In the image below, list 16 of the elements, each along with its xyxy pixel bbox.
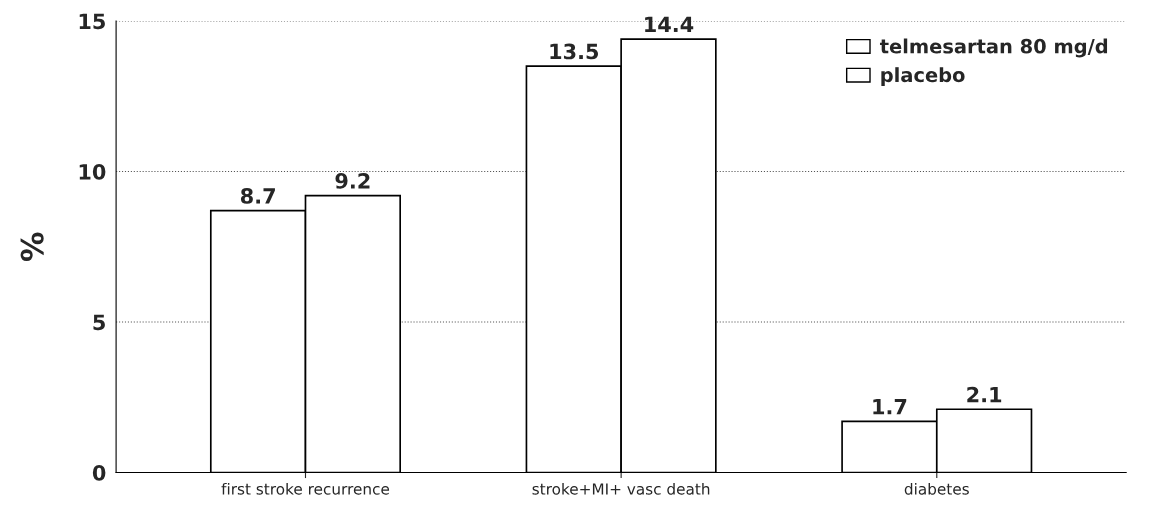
data-label: 9.2 — [335, 173, 370, 189]
data-label: 13.5 — [550, 43, 599, 60]
data-label: 2.1 — [967, 386, 1002, 403]
data-label: 14.4 — [645, 16, 694, 32]
y-tick-label: 5 — [93, 314, 105, 331]
y-tick-label: 10 — [79, 163, 106, 180]
x-tick-label: diabetes — [904, 482, 969, 495]
data-label: 1.7 — [873, 399, 907, 415]
y-tick-label: 0 — [92, 464, 106, 481]
x-tick-label: first stroke recurrence — [221, 482, 390, 495]
legend-label: telmesartan 80 mg/d — [879, 38, 1108, 58]
x-tick-label: stroke+MI+ vasc death — [532, 482, 710, 495]
legend-label: placebo — [881, 67, 965, 87]
y-tick-label: 15 — [79, 13, 105, 30]
y-axis-title: % — [20, 232, 44, 262]
data-label: 8.7 — [240, 188, 275, 204]
